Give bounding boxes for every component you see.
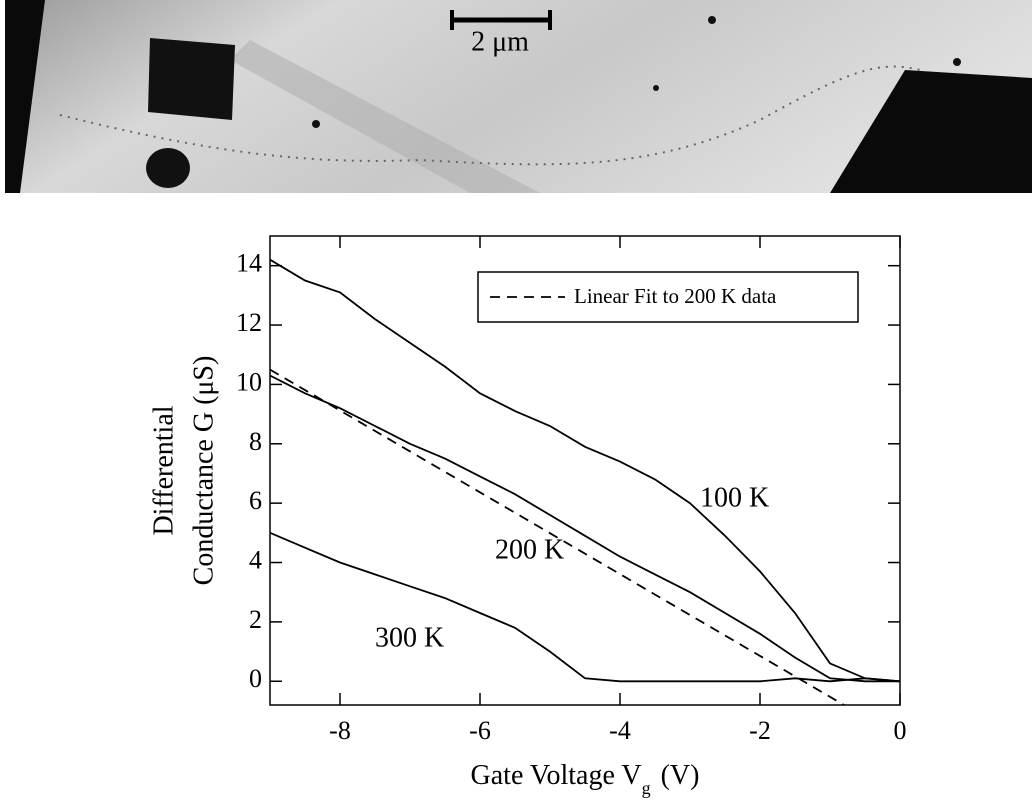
y-tick-label: 6	[249, 486, 262, 515]
stripe	[230, 40, 540, 193]
x-tick-label: -4	[609, 716, 631, 745]
series-label: 300 K	[375, 622, 444, 653]
micrograph: 2 μm	[5, 0, 1032, 193]
y-tick-label: 8	[249, 427, 262, 456]
particle	[708, 16, 716, 24]
y-tick-label: 10	[236, 367, 262, 396]
particle	[953, 58, 961, 66]
particle	[312, 120, 320, 128]
x-tick-label: -2	[749, 716, 771, 745]
plot-frame	[269, 235, 901, 706]
y-tick-label: 12	[236, 308, 262, 337]
chart: -8 -6 -4 -2 0 0 2 4 6 8 10 12 14 Gate Voltage Vg (V) Di…	[148, 235, 907, 798]
electrode	[830, 70, 1032, 193]
series-line	[270, 374, 900, 683]
x-label-subscript: g	[642, 778, 651, 798]
dark-edge	[5, 0, 45, 193]
x-axis-label: Gate Voltage Vg (V)	[471, 760, 700, 798]
particle	[146, 148, 190, 188]
series-label: 100 K	[700, 482, 769, 513]
y-tick-label: 2	[249, 605, 262, 634]
y-axis-label: Differential	[148, 405, 179, 535]
x-tick-label: 0	[894, 716, 907, 745]
y-tick-label: 4	[249, 545, 262, 574]
particle	[653, 85, 659, 91]
x-tick-label: -8	[329, 716, 351, 745]
series-line	[270, 531, 900, 683]
electrode	[148, 38, 235, 120]
y-tick-label: 14	[236, 249, 262, 278]
legend-label: Linear Fit to 200 K data	[574, 284, 777, 308]
x-tick-label: -6	[469, 716, 491, 745]
scale-label: 2 μm	[471, 26, 529, 57]
series-line	[270, 368, 845, 705]
y-tick-label: 0	[249, 664, 262, 693]
x-label-unit: (V)	[661, 760, 700, 791]
series-label: 200 K	[495, 534, 564, 565]
series-line	[270, 258, 900, 683]
x-label-text: Gate Voltage V	[471, 760, 642, 791]
y-axis-label: Conductance G (μS)	[188, 356, 219, 586]
